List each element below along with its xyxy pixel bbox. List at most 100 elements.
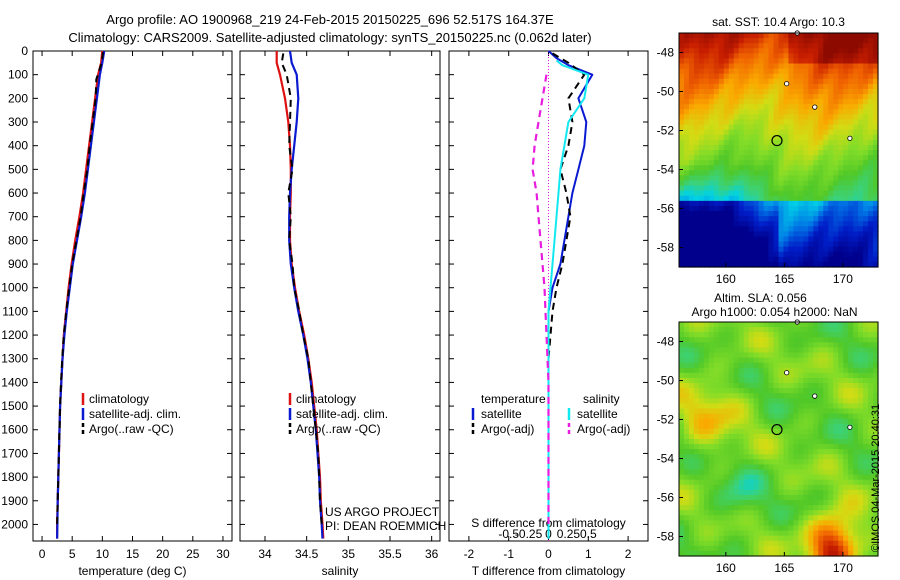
heatmap-cell [773, 231, 780, 238]
heatmap-cell [723, 165, 730, 171]
heatmap-cell [753, 393, 760, 399]
heatmap-cell [728, 505, 735, 511]
heatmap-cell [838, 515, 844, 521]
heatmap-cell [693, 185, 700, 192]
heatmap-cell [748, 510, 755, 516]
heatmap-cell [679, 129, 685, 136]
heatmap-cell [753, 180, 760, 187]
heatmap-cell [773, 322, 780, 328]
heatmap-cell [763, 439, 770, 445]
heatmap-cell [793, 393, 799, 399]
heatmap-cell [703, 63, 710, 70]
heatmap-cell [738, 144, 745, 151]
heatmap-cell [758, 520, 765, 527]
heatmap-cell [688, 454, 695, 460]
heatmap-cell [788, 129, 795, 136]
heatmap-cell [683, 94, 690, 100]
heatmap-cell [873, 68, 879, 75]
heatmap-cell [718, 99, 725, 105]
heatmap-cell [718, 413, 725, 420]
heatmap-cell [823, 347, 829, 354]
heatmap-cell [728, 484, 735, 491]
heatmap-cell [858, 372, 864, 379]
heatmap-cell [688, 479, 695, 486]
heatmap-cell [738, 38, 745, 44]
heatmap-cell [743, 464, 750, 471]
heatmap-cell [848, 545, 854, 552]
heatmap-cell [853, 332, 859, 338]
heatmap-cell [818, 439, 824, 445]
heatmap-cell [798, 464, 804, 471]
heatmap-cell [828, 510, 834, 516]
heatmap-cell [763, 99, 770, 105]
heatmap-cell [738, 48, 745, 54]
y-tick-label: -48 [657, 46, 675, 60]
heatmap-cell [843, 261, 849, 268]
heatmap-cell [738, 408, 745, 415]
heatmap-cell [818, 347, 824, 354]
heatmap-cell [738, 94, 745, 100]
heatmap-cell [873, 367, 879, 374]
heatmap-cell [738, 550, 745, 557]
heatmap-cell [828, 261, 834, 268]
heatmap-cell [873, 342, 879, 349]
heatmap-cell [698, 418, 705, 425]
heatmap-cell [788, 444, 795, 450]
heatmap-cell [708, 550, 715, 557]
y-tick-label: 1700 [1, 446, 28, 460]
heatmap-cell [693, 545, 700, 552]
heatmap-cell [813, 165, 819, 171]
heatmap-cell [793, 520, 799, 527]
heatmap-cell [708, 388, 715, 394]
heatmap-cell [773, 525, 780, 532]
heatmap-cell [713, 332, 720, 338]
heatmap-cell [863, 530, 869, 537]
heatmap-cell [683, 418, 690, 425]
heatmap-cell [868, 439, 874, 445]
heatmap-cell [863, 155, 869, 161]
heatmap-cell [768, 540, 775, 547]
heatmap-cell [863, 439, 869, 445]
heatmap-cell [823, 444, 829, 450]
heatmap-cell [733, 545, 740, 552]
heatmap-cell [728, 433, 735, 440]
heatmap-cell [753, 444, 760, 450]
heatmap-cell [778, 261, 785, 268]
heatmap-cell [718, 525, 725, 532]
heatmap-cell [783, 205, 790, 212]
heatmap-cell [863, 99, 869, 105]
heatmap-cell [838, 413, 844, 420]
heatmap-cell [813, 398, 819, 404]
heatmap-cell [703, 393, 710, 399]
heatmap-cell [758, 211, 765, 217]
heatmap-cell [858, 139, 864, 146]
heatmap-cell [843, 114, 849, 121]
heatmap-cell [733, 246, 740, 253]
heatmap-cell [823, 459, 829, 466]
heatmap-cell [768, 342, 775, 349]
heatmap-cell [693, 505, 700, 511]
heatmap-cell [713, 180, 720, 187]
heatmap-cell [703, 520, 710, 527]
heatmap-cell [873, 515, 879, 521]
heatmap-cell [693, 124, 700, 131]
heatmap-cell [728, 94, 735, 100]
heatmap-cell [748, 94, 755, 100]
heatmap-cell [718, 119, 725, 126]
x-axis-label: temperature (deg C) [78, 564, 186, 578]
heatmap-cell [818, 119, 824, 126]
heatmap-cell [688, 408, 695, 415]
heatmap-cell [679, 200, 685, 207]
heatmap-cell [818, 428, 824, 435]
heatmap-cell [848, 489, 854, 496]
heatmap-cell [828, 423, 834, 430]
heatmap-cell [718, 58, 725, 65]
heatmap-cell [738, 520, 745, 527]
heatmap-cell [768, 520, 775, 527]
heatmap-cell [803, 322, 809, 328]
heatmap-cell [698, 226, 705, 232]
heatmap-cell [708, 83, 715, 90]
heatmap-cell [728, 525, 735, 532]
heatmap-cell [743, 68, 750, 75]
heatmap-cell [843, 160, 849, 166]
